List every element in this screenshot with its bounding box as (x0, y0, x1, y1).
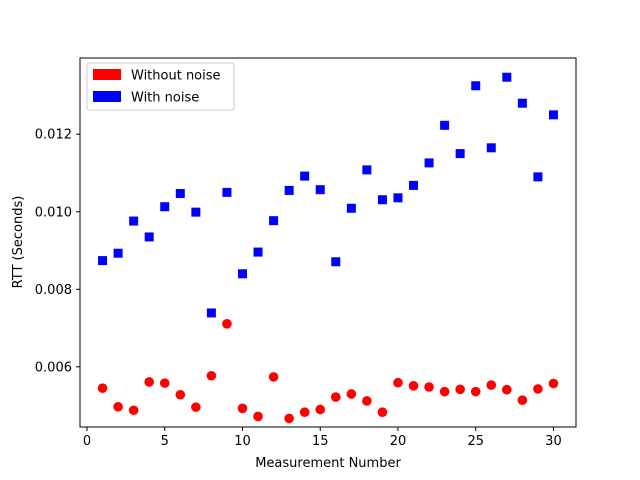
y-tick-label: 0.008 (35, 283, 72, 298)
with-noise-point (486, 143, 496, 153)
with-noise-point (346, 203, 356, 213)
with-noise-point (517, 98, 527, 108)
without-noise-point (206, 370, 217, 381)
without-noise-point (548, 378, 559, 389)
y-tick-label: 0.006 (35, 360, 72, 375)
with-noise-point (331, 257, 341, 267)
x-tick-label: 10 (234, 434, 251, 449)
without-noise-point (159, 378, 170, 388)
without-noise-point (470, 386, 481, 397)
y-axis-label: RTT (Seconds) (11, 196, 26, 289)
without-noise-point (315, 404, 326, 415)
legend-swatch (93, 91, 121, 102)
without-noise-point (222, 318, 232, 329)
with-noise-point (222, 187, 232, 197)
without-noise-point (362, 396, 372, 406)
with-noise-point (175, 189, 185, 199)
data-marks (97, 72, 559, 424)
without-noise-point (393, 377, 403, 388)
without-noise-point (191, 402, 201, 412)
with-noise-point (377, 195, 387, 205)
x-axis-label: Measurement Number (255, 456, 401, 471)
without-noise-point (533, 384, 543, 394)
x-tick-label: 30 (545, 434, 562, 449)
with-noise-point (113, 248, 123, 258)
legend-label: Without noise (131, 69, 221, 84)
with-noise-point (129, 216, 139, 226)
legend-box (86, 62, 235, 111)
without-noise-point (175, 389, 186, 400)
with-noise-point (269, 216, 279, 226)
with-noise-point (237, 269, 247, 279)
with-noise-point (409, 180, 419, 190)
without-noise-point (346, 389, 357, 399)
without-noise-point (486, 380, 497, 390)
x-tick-label: 15 (312, 434, 329, 449)
without-noise-point (113, 401, 123, 412)
legend-swatch (93, 69, 121, 80)
x-tick-label: 20 (390, 434, 407, 449)
with-noise-point (206, 308, 216, 318)
without-noise-point (253, 411, 263, 422)
with-noise-point (284, 185, 294, 195)
without-noise-point (299, 407, 310, 417)
without-noise-point (502, 384, 512, 395)
x-tick-label: 0 (83, 434, 91, 449)
with-noise-point (315, 185, 325, 195)
legend-label: With noise (131, 91, 199, 106)
axes-frame (79, 57, 577, 428)
with-noise-point (362, 165, 372, 175)
with-noise-point (393, 193, 403, 203)
with-noise-point (144, 232, 154, 242)
without-noise-point (424, 382, 434, 392)
with-noise-point (191, 207, 201, 217)
without-noise-point (237, 403, 248, 414)
with-noise-point (160, 202, 170, 212)
with-noise-point (533, 172, 543, 182)
with-noise-point (424, 158, 434, 168)
without-noise-point (439, 386, 450, 397)
x-tick-label: 25 (467, 434, 484, 449)
without-noise-point (144, 377, 154, 387)
without-noise-point (284, 413, 294, 424)
with-noise-point (548, 110, 558, 120)
axes: 0 5 10 15 20 25 30 0.006 0.008 0.010 0.012 (35, 57, 577, 449)
with-noise-point (455, 149, 465, 159)
plot-background (80, 58, 576, 427)
without-noise-point (97, 383, 108, 393)
with-noise-point (300, 171, 310, 181)
without-noise-point (330, 392, 341, 402)
without-noise-point (377, 407, 388, 417)
legend: Without noise With noise (86, 62, 235, 111)
with-noise-point (440, 120, 450, 130)
without-noise-point (408, 381, 419, 391)
plot-area (80, 58, 576, 427)
y-tick-label: 0.010 (35, 205, 72, 220)
with-noise-point (253, 247, 263, 257)
with-noise-point (471, 81, 481, 91)
without-noise-point (128, 405, 139, 416)
without-noise-point (455, 384, 465, 395)
y-tick-label: 0.012 (35, 128, 72, 143)
with-noise-point (98, 256, 108, 266)
without-noise-point (268, 372, 279, 382)
x-tick-label: 5 (161, 434, 169, 449)
without-noise-point (517, 395, 528, 405)
with-noise-point (502, 72, 512, 82)
